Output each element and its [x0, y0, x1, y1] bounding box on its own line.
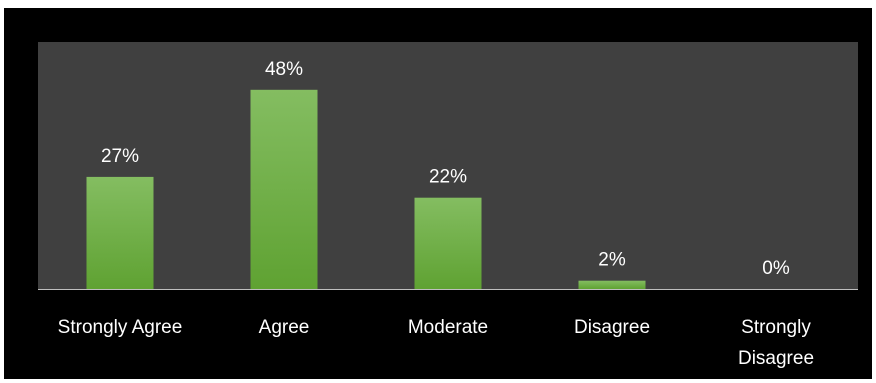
- category-label-4: Strongly Disagree: [738, 317, 814, 369]
- data-label-1: 48%: [265, 59, 303, 80]
- data-label-4: 0%: [762, 258, 790, 279]
- category-label-0: Strongly Agree: [58, 317, 183, 338]
- category-label-2: Moderate: [408, 317, 488, 338]
- category-label-line: Disagree: [574, 317, 650, 338]
- category-label-line: Strongly Agree: [58, 317, 183, 338]
- data-label-3: 2%: [598, 250, 626, 271]
- category-label-line: Agree: [259, 317, 310, 338]
- data-label-2: 22%: [429, 167, 467, 188]
- category-label-line: Strongly: [741, 317, 811, 338]
- bar-0: [86, 176, 154, 289]
- bars-group: [86, 89, 646, 289]
- data-label-0: 27%: [101, 146, 139, 167]
- category-label-1: Agree: [259, 317, 310, 338]
- category-label-line: Moderate: [408, 317, 488, 338]
- data-labels-group: 27% 48% 22% 2% 0%: [101, 59, 790, 279]
- category-label-3: Disagree: [574, 317, 650, 338]
- bar-1: [250, 89, 318, 289]
- category-label-line: Disagree: [738, 348, 814, 369]
- bar-3: [578, 280, 646, 289]
- bar-2: [414, 197, 482, 289]
- category-labels-group: Strongly Agree Agree Moderate Disagree Stron…: [58, 317, 814, 369]
